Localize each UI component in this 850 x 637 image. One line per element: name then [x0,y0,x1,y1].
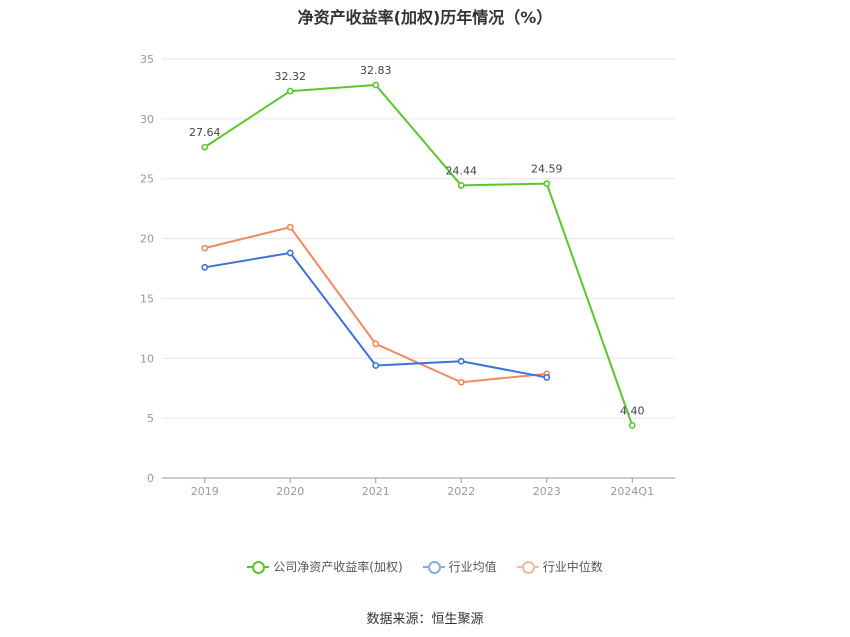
y-tick-label: 20 [140,233,154,246]
legend-label: 行业均值 [448,560,497,574]
data-label: 4.40 [620,404,645,417]
y-tick-label: 25 [140,173,154,186]
data-point [372,81,380,89]
data-point [457,182,465,189]
data-point [457,378,465,386]
legend-label: 行业中位数 [542,560,603,574]
y-tick-label: 35 [140,53,154,66]
data-point [372,340,380,348]
chart-legend: 公司净资产收益率(加权) 行业均值 行业中位数 [0,558,850,575]
data-point [286,223,294,231]
x-tick-label: 2021 [362,485,390,498]
legend-item-0[interactable]: 公司净资产收益率(加权) [247,558,403,575]
series-line-0 [204,83,634,426]
y-tick-label: 10 [140,352,154,365]
x-tick-label: 2022 [447,485,475,498]
y-tick-label: 30 [140,113,154,126]
data-point [286,87,294,95]
series-line-2 [204,226,547,384]
y-tick-label: 5 [147,412,154,425]
legend-marker-icon [422,560,445,574]
legend-marker-icon [516,560,539,574]
y-tick-label: 0 [147,472,154,485]
data-point [201,143,209,151]
legend-item-1[interactable]: 行业均值 [422,558,497,575]
chart-title: 净资产收益率(加权)历年情况（%） [297,8,553,27]
data-label: 32.83 [360,64,392,77]
data-point [201,263,209,271]
legend-marker-icon [247,560,270,574]
y-tick-label: 15 [140,292,154,305]
x-tick-label: 2019 [191,485,219,498]
data-point [372,362,380,369]
data-point [201,244,209,252]
data-point [628,421,636,429]
line-chart: 0 5 10 15 20 25 30 35 2019 2020 2021 2022 2023 2024Q1… [140,53,675,498]
legend-item-2[interactable]: 行业中位数 [516,558,603,575]
data-point [543,374,551,381]
data-label: 24.59 [531,163,563,176]
data-point [457,357,465,365]
data-label: 24.44 [446,164,478,177]
data-label: 32.32 [275,70,307,83]
data-label: 27.64 [189,126,221,139]
x-tick-label: 2020 [276,485,304,498]
data-point [543,180,551,188]
data-source-note: 数据来源：恒生聚源 [366,612,484,627]
x-tick-label: 2023 [533,485,561,498]
x-tick-label: 2024Q1 [610,485,654,498]
legend-label: 公司净资产收益率(加权) [273,560,403,574]
data-point [286,249,294,257]
